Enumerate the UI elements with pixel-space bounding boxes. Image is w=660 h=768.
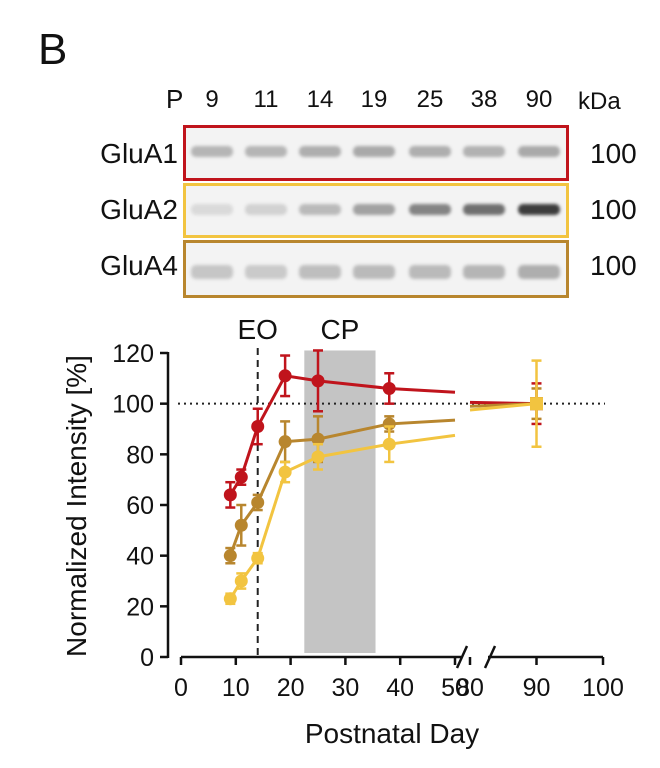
x-tick-label-50: 50 [441, 674, 469, 702]
blot-band [191, 204, 233, 215]
x-axis-break-left [455, 645, 469, 669]
x-tick-label-30: 30 [331, 674, 359, 702]
kda-label: kDa [578, 88, 621, 115]
series-0-point [251, 419, 265, 433]
y-axis-label: Normalized Intensity [%] [61, 355, 92, 657]
y-tick-label-60: 60 [126, 492, 154, 520]
blot-glua1 [183, 125, 569, 181]
blot-band [191, 265, 233, 279]
blot-label-glua2: GluA2 [100, 194, 178, 225]
blot-band [518, 146, 560, 157]
blot-band [245, 146, 287, 157]
series-2-point [382, 437, 396, 451]
series-2-point [530, 397, 543, 411]
blot-band [353, 265, 395, 279]
series-2-line-right [469, 402, 537, 412]
blot-band [463, 146, 505, 157]
blot-band [299, 146, 341, 157]
x-tick-label-90: 90 [523, 674, 551, 702]
series-1-point [223, 549, 237, 563]
blot-mw-glua1: 100 [590, 138, 637, 169]
annotation-eo: EO [237, 314, 277, 345]
lane-label-p19: 19 [360, 86, 388, 113]
series-2-point [278, 465, 292, 479]
series-1-point [278, 435, 292, 449]
x-axis-label: Postnatal Day [305, 718, 479, 749]
x-tick-label-20: 20 [277, 674, 305, 702]
x-axis-break-right [483, 645, 497, 669]
blot-label-glua1: GluA1 [100, 138, 178, 169]
blot-band [353, 146, 395, 157]
blot-band [463, 204, 505, 215]
y-tick-label-120: 120 [112, 340, 154, 368]
y-tick-label-80: 80 [126, 441, 154, 469]
series-2-point [234, 574, 248, 588]
blot-band [245, 204, 287, 215]
lane-label-p14: 14 [306, 86, 334, 113]
series-2-point [311, 450, 325, 464]
blot-band [353, 204, 395, 215]
blot-band [409, 204, 451, 215]
lane-day-labels: 9 11 14 19 25 38 90 [0, 86, 660, 116]
lane-label-p90: 90 [525, 86, 553, 113]
blot-band [409, 265, 451, 279]
blot-glua2 [183, 183, 569, 238]
series-0-point [234, 470, 248, 484]
blot-band [191, 146, 233, 157]
series-2-point [223, 592, 237, 606]
annotation-cp: CP [320, 314, 359, 345]
blot-band [245, 265, 287, 279]
series-1-point [234, 518, 248, 532]
lane-label-p9: 9 [205, 86, 219, 113]
series-1-point [251, 495, 265, 509]
blot-band [463, 265, 505, 279]
blot-band [409, 146, 451, 157]
x-tick-label-100: 100 [582, 674, 624, 702]
blot-band [518, 265, 560, 279]
series-0-point [382, 381, 396, 395]
series-0-point [223, 488, 237, 502]
critical-period-shade [304, 350, 376, 653]
postnatal-prefix: P [166, 84, 184, 114]
x-tick-label-0: 0 [174, 674, 188, 702]
series-0-point [278, 369, 292, 383]
panel-label: B [38, 25, 68, 74]
blot-mw-glua4: 100 [590, 250, 637, 281]
blot-label-glua4: GluA4 [100, 250, 178, 281]
blot-band [518, 204, 560, 215]
lane-label-p38: 38 [470, 86, 498, 113]
series-2-point [251, 551, 265, 565]
y-tick-label-20: 20 [126, 593, 154, 621]
blot-band [299, 204, 341, 215]
x-tick-label-40: 40 [386, 674, 414, 702]
x-tick-label-10: 10 [222, 674, 250, 702]
blot-band [299, 265, 341, 279]
lane-label-p11: 11 [253, 86, 279, 113]
blot-glua4 [183, 240, 569, 298]
series-1-point [311, 432, 325, 446]
lane-label-p25: 25 [416, 86, 444, 113]
series-0-point [311, 374, 325, 388]
blot-mw-glua2: 100 [590, 194, 637, 225]
y-tick-label-40: 40 [126, 543, 154, 571]
y-tick-label-0: 0 [140, 644, 154, 672]
x-tick-label-80: 80 [456, 674, 484, 702]
y-tick-label-100: 100 [112, 391, 154, 419]
